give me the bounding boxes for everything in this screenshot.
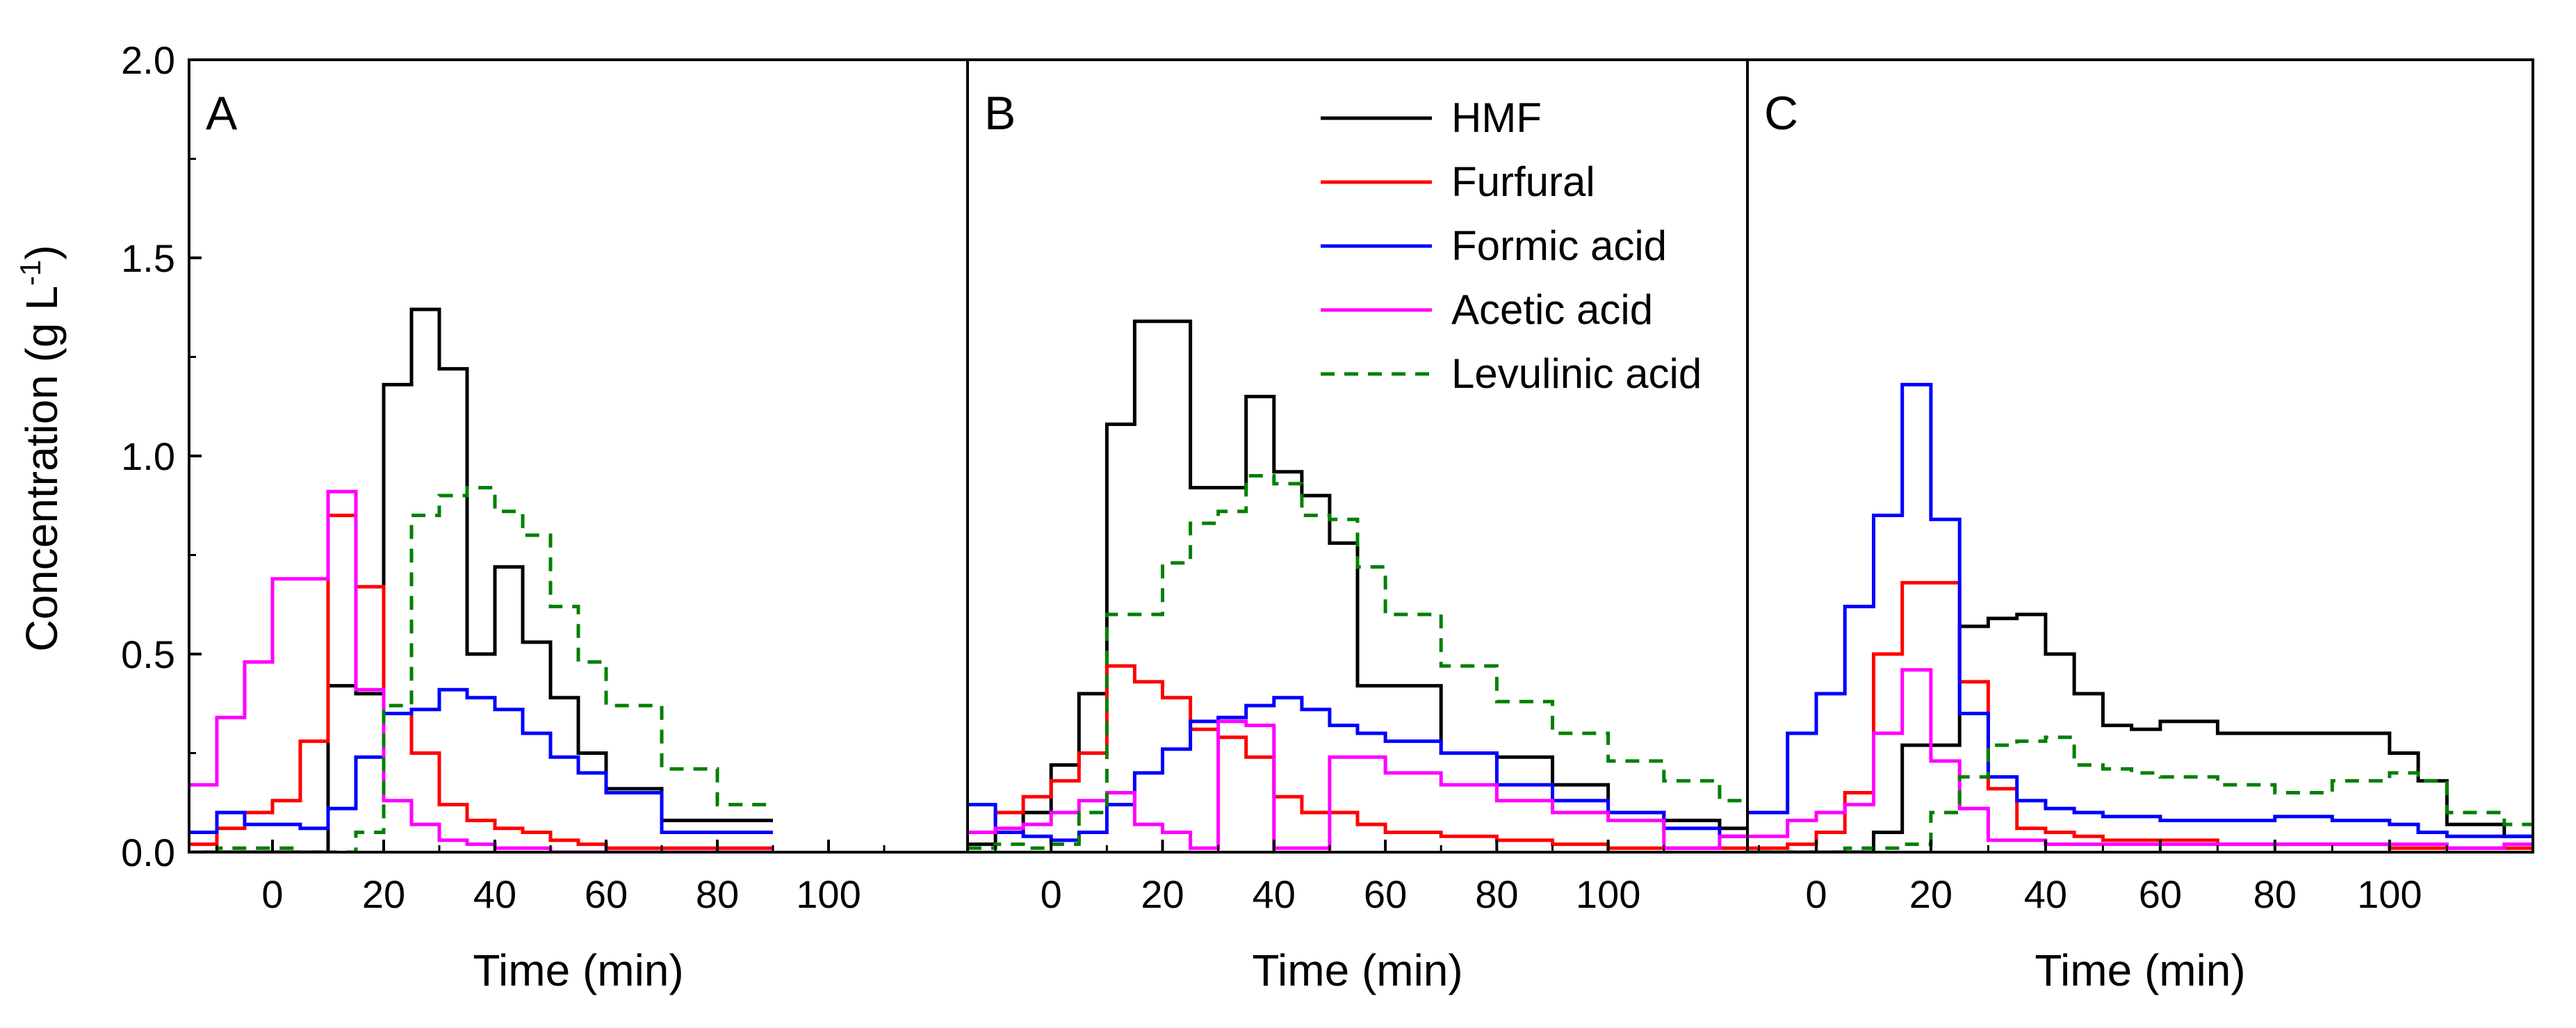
- legend: HMF Furfural Formic acid Acetic acid Levulin…: [1321, 95, 1702, 397]
- legend-label-levulinic-acid: Levulinic acid: [1451, 350, 1702, 397]
- y-axis-title-close: ): [17, 245, 67, 259]
- panel-c-x-tick-label: 40: [2024, 872, 2067, 916]
- legend-label-acetic-acid: Acetic acid: [1451, 286, 1653, 333]
- panel-c-x-tick-label: 20: [1909, 872, 1953, 916]
- panel-b-x-tick-label: 80: [1475, 872, 1518, 916]
- panel-b-series-hmf: [968, 319, 1747, 847]
- frame-layer: A 0 20 40 60 80 100 Time (min) B 0 20 40 60 80 100 Time…: [121, 38, 2534, 995]
- legend-label-hmf: HMF: [1451, 95, 1542, 141]
- panel-a-series-hmf: [189, 307, 773, 852]
- panel-c-series-formic-acid: [1747, 382, 2533, 838]
- panel-b-series-levulinic-acid: [968, 474, 1747, 850]
- panel-b-x-tick-label: 0: [1041, 872, 1062, 916]
- panel-c-x-tick-label: 80: [2253, 872, 2297, 916]
- panel-b-series-furfural: [968, 664, 1747, 850]
- y-tick-label: 0.0: [121, 831, 175, 874]
- panel-c-x-tick-label: 0: [1805, 872, 1827, 916]
- panel-a-x-tick-label: 60: [585, 872, 628, 916]
- panel-b-x-tick-label: 40: [1253, 872, 1296, 916]
- legend-label-furfural: Furfural: [1451, 158, 1595, 205]
- panel-c-series-acetic-acid: [1747, 668, 2533, 850]
- panel-c-x-tick-label: 100: [2357, 872, 2422, 916]
- panel-a-x-tick-label: 100: [796, 872, 861, 916]
- panel-a-x-tick-label: 0: [261, 872, 283, 916]
- panel-a-series-levulinic-acid: [189, 486, 773, 852]
- panel-a-series-acetic-acid: [189, 489, 773, 852]
- panel-b-x-tick-label: 60: [1364, 872, 1407, 916]
- panel-a-x-tick-label: 40: [473, 872, 516, 916]
- panel-c-x-tick-label: 60: [2139, 872, 2182, 916]
- y-axis-title-superscript: -1: [14, 260, 47, 286]
- panel-c-label: C: [1764, 87, 1798, 140]
- y-axis-title: Concentration (g L-1): [14, 245, 67, 651]
- y-tick-label: 1.5: [121, 236, 175, 280]
- panel-b-x-tick-label: 100: [1576, 872, 1640, 916]
- panel-c-series-levulinic-acid: [1747, 735, 2533, 852]
- panel-b-label: B: [984, 87, 1016, 140]
- panel-a-x-tick-label: 80: [696, 872, 739, 916]
- panel-c-plot-area: [1747, 382, 2533, 852]
- panel-a-x-axis-title: Time (min): [473, 945, 683, 995]
- panel-c-series-furfural: [1747, 580, 2533, 850]
- panel-b-plot-area: [968, 319, 1747, 850]
- panel-c-x-axis-title: Time (min): [2035, 945, 2245, 995]
- y-tick-label: 1.0: [121, 434, 175, 478]
- panel-b-series-acetic-acid: [968, 719, 1747, 850]
- panel-a-series-furfural: [189, 514, 773, 850]
- panel-a-plot-area: [189, 307, 773, 852]
- y-tick-label: 0.5: [121, 633, 175, 676]
- panel-c-series-hmf: [1747, 612, 2533, 852]
- panel-a-series-formic-acid: [189, 687, 773, 834]
- plot-layer: [189, 307, 2533, 852]
- panel-c-frame: [1746, 58, 2534, 854]
- panel-a-x-tick-label: 20: [362, 872, 405, 916]
- y-axis-title-text: Concentration (g L: [17, 286, 67, 652]
- legend-label-formic-acid: Formic acid: [1451, 222, 1667, 269]
- y-tick-label: 2.0: [121, 38, 175, 82]
- panel-b-x-axis-title: Time (min): [1252, 945, 1462, 995]
- panel-a-label: A: [206, 87, 238, 140]
- panel-b-x-tick-label: 20: [1141, 872, 1184, 916]
